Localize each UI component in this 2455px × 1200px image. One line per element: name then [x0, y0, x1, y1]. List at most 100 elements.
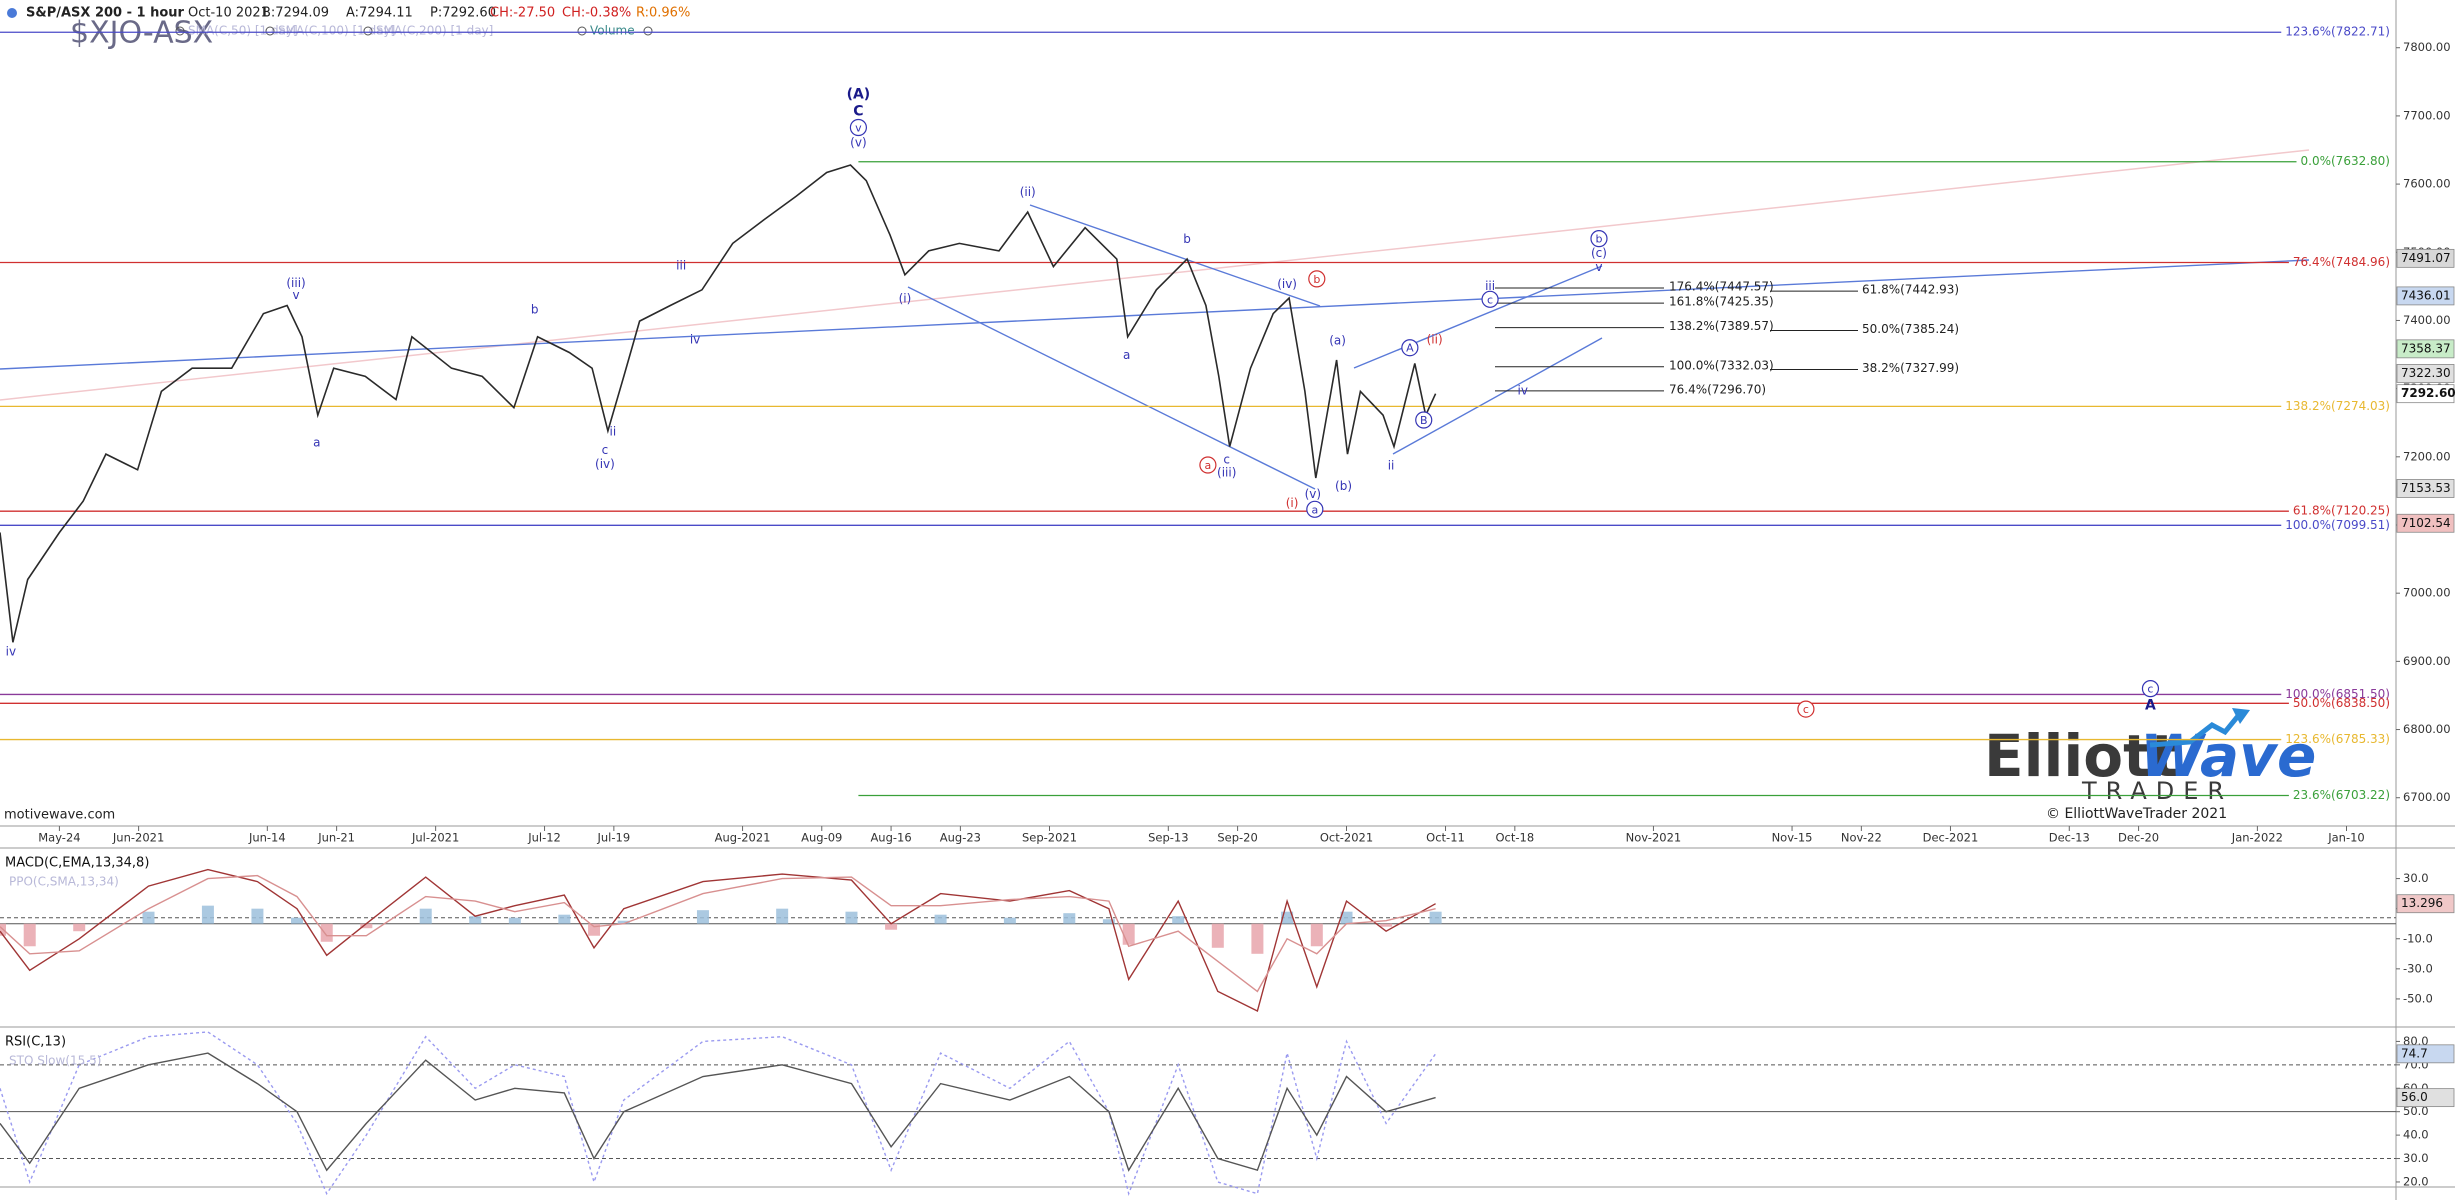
x-tick-label: Nov-2021	[1626, 831, 1682, 845]
price-label: 7153.53	[2401, 481, 2451, 495]
fib-label: 100.0%(6851.50)	[2285, 687, 2390, 701]
wave-circle	[1797, 700, 1815, 718]
logo: Elliott Wave TRADER © ElliottWaveTrader …	[1984, 708, 2316, 822]
wave-circle	[1415, 411, 1433, 429]
fib-retracement-label: 61.8%(7442.93)	[1862, 283, 1959, 297]
histogram-bar	[508, 917, 521, 924]
wave-label: C	[853, 103, 863, 119]
x-tick-label: Dec-20	[2118, 831, 2159, 845]
y-tick-label: 7200.00	[2403, 449, 2451, 463]
ticker-watermark: $XJO-ASX	[70, 16, 213, 51]
histogram-bar	[1340, 911, 1353, 924]
x-tick-label: Nov-22	[1841, 831, 1882, 845]
x-tick-label: Jun-14	[248, 831, 286, 845]
x-tick-label: Aug-09	[801, 831, 842, 845]
indicator-icon[interactable]	[175, 26, 185, 36]
histogram-bar	[776, 908, 789, 924]
histogram-bar	[1251, 923, 1264, 954]
x-tick-label: Sep-13	[1148, 831, 1188, 845]
histogram-bar	[1310, 923, 1323, 947]
indicator-icon[interactable]	[363, 26, 373, 36]
x-tick-label: Oct-2021	[1320, 831, 1373, 845]
wave-circle	[1306, 500, 1324, 518]
x-tick-label: Aug-16	[870, 831, 911, 845]
histogram-bar	[558, 914, 571, 924]
symbol-icon[interactable]	[7, 8, 17, 18]
histogram-bar	[1211, 923, 1224, 948]
header-price: P:7292.60	[430, 6, 496, 21]
indicator-label[interactable]: Volume	[590, 24, 635, 38]
price-label-box	[2396, 286, 2455, 306]
histogram-bar	[1003, 917, 1016, 924]
price-label-box	[2396, 364, 2455, 383]
histogram-bar	[73, 923, 86, 932]
y-tick-label: 40.0	[2403, 1128, 2429, 1142]
price-label: 74.7	[2401, 1046, 2428, 1060]
histogram-bar	[419, 908, 432, 924]
wave-label: (iv)	[1277, 277, 1297, 291]
wave-label: (i)	[899, 291, 912, 305]
trendline	[907, 286, 1316, 490]
wave-label: a	[313, 435, 320, 449]
y-tick-label: -10.0	[2403, 931, 2433, 945]
histogram-bar	[291, 917, 304, 924]
x-tick-label: Aug-2021	[715, 831, 771, 845]
wave-circle	[1590, 230, 1608, 248]
fib-label: 50.0%(6838.50)	[2293, 696, 2390, 710]
price-label: 7358.37	[2401, 341, 2451, 355]
series-line	[0, 1031, 1437, 1197]
indicator-icon[interactable]	[265, 26, 275, 36]
wave-label: B	[1420, 414, 1428, 427]
wave-label: (iv)	[595, 457, 615, 471]
histogram-bar	[1063, 913, 1076, 924]
histogram-bar	[617, 920, 630, 924]
fib-projection-label: 76.4%(7296.70)	[1669, 382, 1766, 396]
histogram-bar	[469, 916, 482, 924]
histogram-bar	[845, 911, 858, 924]
wave-label: (iii)	[1217, 465, 1236, 479]
trendline	[1392, 337, 1603, 455]
histogram-bar	[885, 923, 898, 930]
wave-label: b	[1595, 233, 1602, 246]
y-tick-label: 7000.00	[2403, 586, 2451, 600]
histogram-bar	[142, 911, 155, 924]
histogram-bar	[934, 914, 947, 924]
x-tick-label: Jul-19	[597, 831, 631, 845]
wave-label: c	[602, 443, 609, 457]
wave-circle	[1481, 290, 1499, 308]
histogram-bar	[320, 923, 333, 942]
panel-title: MACD(C,EMA,13,34,8)	[5, 856, 149, 871]
fib-retracement-label: 50.0%(7385.24)	[1862, 322, 1959, 336]
y-tick-label: 20.0	[2403, 1174, 2429, 1188]
histogram-bar	[1102, 919, 1115, 924]
indicator-label[interactable]: SMA(C,200) [1 day]	[376, 24, 493, 38]
y-tick-label: 7400.00	[2403, 313, 2451, 327]
series-line	[0, 868, 1436, 1013]
x-tick-label: Sep-2021	[1022, 831, 1077, 845]
histogram-bar	[1172, 916, 1185, 924]
fib-label: 138.2%(7274.03)	[2285, 399, 2390, 413]
price-label-box	[2396, 479, 2455, 498]
histogram-bar	[1429, 911, 1442, 924]
header-range: R:0.96%	[636, 6, 690, 21]
fib-retracement-label: 38.2%(7327.99)	[1862, 361, 1959, 375]
price-label-box	[2396, 894, 2455, 914]
indicator-icon[interactable]	[577, 26, 587, 36]
wave-label: (i)	[1286, 496, 1299, 510]
wave-label: c	[1487, 293, 1493, 306]
price-label-box	[2396, 339, 2455, 359]
fib-label: 61.8%(7120.25)	[2293, 504, 2390, 518]
indicator-icon[interactable]	[643, 26, 653, 36]
wave-label: (a)	[1329, 334, 1346, 348]
x-tick-label: May-24	[38, 831, 80, 845]
histogram-bar	[251, 908, 264, 924]
fib-projection-label: 176.4%(7447.57)	[1669, 280, 1774, 294]
header-ask: A:7294.11	[346, 6, 413, 21]
wave-label: iv	[690, 332, 700, 346]
y-tick-label: -30.0	[2403, 961, 2433, 975]
series-legend: PPO(C,SMA,13,34)	[9, 875, 119, 889]
fib-label: 123.6%(6785.33)	[2285, 732, 2390, 746]
trendline	[1029, 204, 1321, 307]
